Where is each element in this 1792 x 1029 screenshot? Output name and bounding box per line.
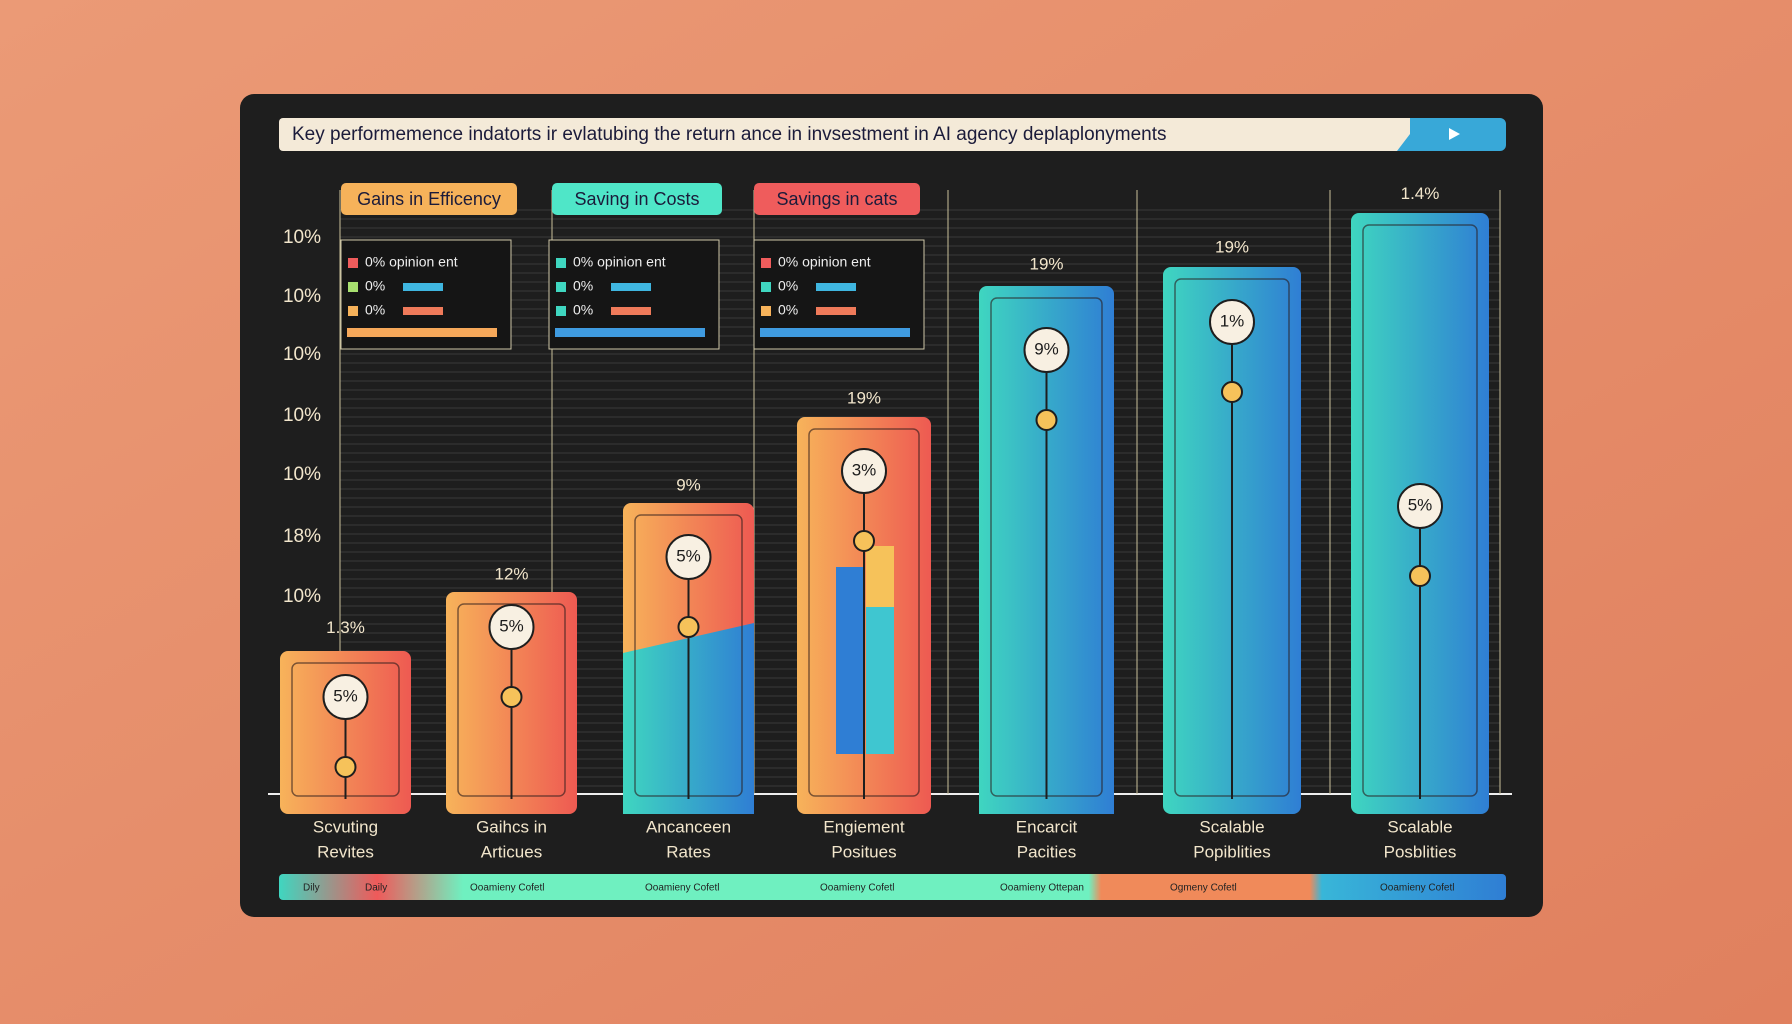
mini-progress bbox=[555, 328, 705, 337]
bar-top-label: 1.4% bbox=[1401, 184, 1440, 203]
mini-dot bbox=[348, 258, 358, 268]
bar-node bbox=[1221, 381, 1243, 403]
category-label: Ancanceen bbox=[646, 817, 731, 836]
bar-node bbox=[677, 616, 700, 638]
category-label: Encarcit bbox=[1016, 817, 1078, 836]
mini-dot bbox=[761, 258, 771, 268]
y-axis-label: 10% bbox=[283, 344, 321, 365]
bar-top-label: 1.3% bbox=[326, 618, 365, 637]
category-label: Posblities bbox=[1384, 842, 1457, 861]
category-label: Pacities bbox=[1017, 842, 1077, 861]
category-label: Revites bbox=[317, 842, 374, 861]
mini-bar bbox=[816, 283, 856, 291]
y-axis-label: 10% bbox=[283, 227, 321, 248]
mini-dot bbox=[348, 306, 358, 316]
bar-node bbox=[1035, 409, 1058, 431]
bar-badge bbox=[488, 604, 535, 650]
mini-progress bbox=[760, 328, 910, 337]
bar-inner-label: 5% bbox=[676, 546, 701, 565]
legend-pill bbox=[754, 183, 920, 215]
footer-strip bbox=[279, 874, 1506, 900]
mini-dot bbox=[348, 282, 358, 292]
footer-label: Daily bbox=[365, 883, 387, 894]
play-icon bbox=[1449, 128, 1460, 140]
bar-inner-label: 5% bbox=[333, 686, 358, 705]
title: Key performemence indatorts ir evlatubin… bbox=[292, 124, 1166, 145]
footer-label: Ooamieny Cofetl bbox=[820, 883, 894, 894]
mini-bar bbox=[611, 307, 651, 315]
y-axis-label: 10% bbox=[283, 405, 321, 426]
category-label: Gaihcs in bbox=[476, 817, 547, 836]
bar-node bbox=[334, 756, 357, 778]
category-label: Scalable bbox=[1199, 817, 1264, 836]
footer-label: Ogmeny Cofetl bbox=[1170, 883, 1237, 894]
footer-label: Ooamieny Ottepan bbox=[1000, 883, 1084, 894]
bar-node bbox=[853, 530, 875, 552]
mini-row: 0% opinion ent bbox=[365, 254, 458, 270]
mini-bar bbox=[816, 307, 856, 315]
bar-badge bbox=[1209, 299, 1255, 345]
mini-bar bbox=[403, 307, 443, 315]
category-label: Popiblities bbox=[1193, 842, 1271, 861]
legend-label: Saving in Costs bbox=[574, 189, 699, 209]
bar-top-label: 19% bbox=[1215, 238, 1249, 257]
bar-inner-label: 5% bbox=[499, 616, 524, 635]
legend-label: Savings in cats bbox=[776, 189, 897, 209]
legend-label: Gains in Efficency bbox=[357, 189, 501, 209]
bar-top-label: 12% bbox=[494, 564, 528, 583]
mini-bar bbox=[403, 283, 443, 291]
mini-row: 0% bbox=[573, 278, 593, 294]
title-bar bbox=[279, 118, 1419, 151]
footer-label: Ooamieny Cofetl bbox=[645, 883, 719, 894]
y-axis-label: 10% bbox=[283, 586, 321, 607]
legend-pill bbox=[341, 183, 517, 215]
mini-dot bbox=[556, 282, 566, 292]
mini-row: 0% opinion ent bbox=[778, 254, 871, 270]
mini-row: 0% bbox=[573, 302, 593, 318]
mini-dot bbox=[556, 258, 566, 268]
mini-row: 0% bbox=[365, 278, 385, 294]
bar-badge bbox=[322, 674, 369, 720]
mini-row: 0% opinion ent bbox=[573, 254, 666, 270]
bar-badge bbox=[665, 534, 712, 580]
mini-row: 0% bbox=[778, 302, 798, 318]
y-axis-label: 10% bbox=[283, 286, 321, 307]
bar-top-label: 19% bbox=[847, 388, 881, 407]
bar-top-label: 19% bbox=[1029, 255, 1063, 274]
bar-node bbox=[500, 686, 523, 708]
category-label: Scvuting bbox=[313, 817, 378, 836]
y-axis-label: 18% bbox=[283, 526, 321, 547]
category-label: Articues bbox=[481, 842, 542, 861]
mini-dot bbox=[556, 306, 566, 316]
bar-inner-label: 5% bbox=[1408, 495, 1433, 514]
bar-segment bbox=[836, 567, 864, 754]
bar-inner-label: 3% bbox=[852, 460, 877, 479]
bar-badge bbox=[1023, 327, 1070, 373]
category-label: Rates bbox=[666, 842, 710, 861]
legend-pill bbox=[552, 183, 722, 215]
category-label: Positues bbox=[831, 842, 896, 861]
mini-row: 0% bbox=[365, 302, 385, 318]
bar-node bbox=[1409, 565, 1431, 587]
mini-dot bbox=[761, 306, 771, 316]
category-label: Engiement bbox=[823, 817, 905, 836]
y-axis-label: 10% bbox=[283, 464, 321, 485]
footer-label: Ooamieny Cofetl bbox=[470, 883, 544, 894]
footer-label: Ooamieny Cofetl bbox=[1380, 883, 1454, 894]
bar-badge bbox=[1397, 483, 1443, 529]
bar-inner-label: 1% bbox=[1220, 311, 1245, 330]
bar-top-label: 9% bbox=[676, 475, 701, 494]
category-label: Scalable bbox=[1387, 817, 1452, 836]
mini-progress bbox=[347, 328, 497, 337]
mini-bar bbox=[611, 283, 651, 291]
bar-inner-label: 9% bbox=[1034, 339, 1059, 358]
bar-badge bbox=[841, 448, 887, 494]
footer-label: Dily bbox=[303, 883, 320, 894]
bar-segment bbox=[866, 607, 894, 754]
mini-dot bbox=[761, 282, 771, 292]
mini-row: 0% bbox=[778, 278, 798, 294]
